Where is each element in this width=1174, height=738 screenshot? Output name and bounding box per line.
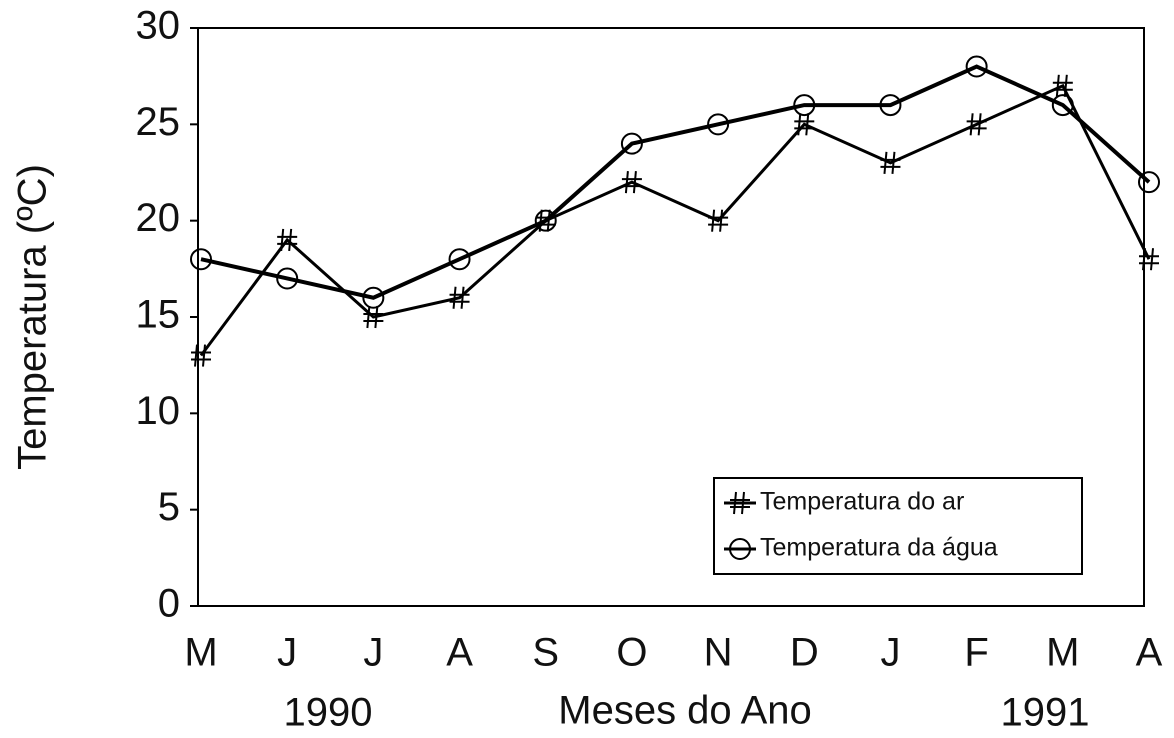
x-axis-title: Meses do Ano xyxy=(558,689,812,733)
marker-stroke xyxy=(1063,74,1068,97)
x-tick-label: J xyxy=(880,631,900,675)
marker-stroke xyxy=(460,286,465,309)
marker-stroke xyxy=(280,228,285,252)
point-marker xyxy=(879,94,902,117)
marker-stroke xyxy=(624,171,629,194)
legend-box xyxy=(713,477,1083,575)
marker-stroke xyxy=(288,228,293,252)
x-tick-label: J xyxy=(363,631,383,675)
x-tick-label: N xyxy=(704,631,733,675)
marker-stroke xyxy=(741,491,745,515)
y-tick-label: 25 xyxy=(136,100,181,144)
point-marker xyxy=(880,151,901,174)
marker-stroke xyxy=(977,113,982,136)
point-marker xyxy=(1052,74,1073,97)
point-marker xyxy=(621,171,642,194)
point-marker xyxy=(1051,94,1074,117)
marker-stroke xyxy=(733,491,737,515)
point-marker xyxy=(190,248,212,271)
point-marker xyxy=(707,113,730,136)
x-tick-label: O xyxy=(616,631,647,675)
marker-stroke xyxy=(805,113,810,136)
marker-stroke xyxy=(632,171,637,194)
marker-stroke xyxy=(891,151,896,174)
point-marker xyxy=(449,286,470,309)
marker-stroke xyxy=(202,344,206,367)
marker-stroke xyxy=(1142,248,1146,271)
x-tick-label: F xyxy=(964,631,988,675)
marker-stroke xyxy=(883,151,888,174)
marker-stroke xyxy=(719,209,724,232)
series-line xyxy=(200,64,1151,300)
point-marker xyxy=(965,55,988,78)
x-tick-label: A xyxy=(1136,631,1163,675)
y-tick-label: 30 xyxy=(136,4,181,48)
x-tick-label: J xyxy=(277,631,297,675)
y-tick-label: 10 xyxy=(136,389,181,433)
point-marker xyxy=(448,248,471,271)
marker-stroke xyxy=(194,344,198,367)
year-label: 1990 xyxy=(284,691,373,735)
legend-label: Temperatura do ar xyxy=(760,488,964,516)
marker-stroke xyxy=(797,113,802,136)
marker-stroke xyxy=(1150,248,1154,271)
point-marker xyxy=(276,267,299,290)
series-line xyxy=(199,83,1151,357)
point-marker xyxy=(966,113,987,136)
marker-stroke xyxy=(969,113,974,136)
point-marker xyxy=(708,209,729,232)
y-tick-label: 15 xyxy=(136,293,181,337)
x-tick-label: S xyxy=(532,631,559,675)
point-marker xyxy=(1139,248,1159,271)
marker-stroke xyxy=(374,305,379,329)
x-tick-label: M xyxy=(1046,631,1079,675)
x-tick-label: A xyxy=(446,631,473,675)
point-marker xyxy=(620,132,643,155)
legend-marker xyxy=(729,538,751,560)
x-tick-label: M xyxy=(184,631,217,675)
marker-stroke xyxy=(366,305,371,329)
marker-stroke xyxy=(452,286,457,309)
point-marker xyxy=(794,113,815,136)
year-label: 1991 xyxy=(1001,691,1090,735)
point-marker xyxy=(277,228,298,252)
point-marker xyxy=(793,94,816,117)
y-tick-label: 20 xyxy=(136,196,181,240)
point-marker xyxy=(191,344,211,367)
legend-label: Temperatura da água xyxy=(760,534,998,562)
marker-stroke xyxy=(1055,74,1060,97)
point-marker xyxy=(1138,171,1160,194)
y-tick-label: 0 xyxy=(158,582,180,626)
y-axis-title: Temperatura (ºC) xyxy=(11,164,55,470)
point-marker xyxy=(363,305,384,329)
y-tick-label: 5 xyxy=(158,485,180,529)
point-marker xyxy=(534,209,557,232)
point-marker xyxy=(362,286,385,309)
marker-stroke xyxy=(711,209,716,232)
x-tick-label: D xyxy=(790,631,819,675)
legend-marker xyxy=(730,491,750,515)
